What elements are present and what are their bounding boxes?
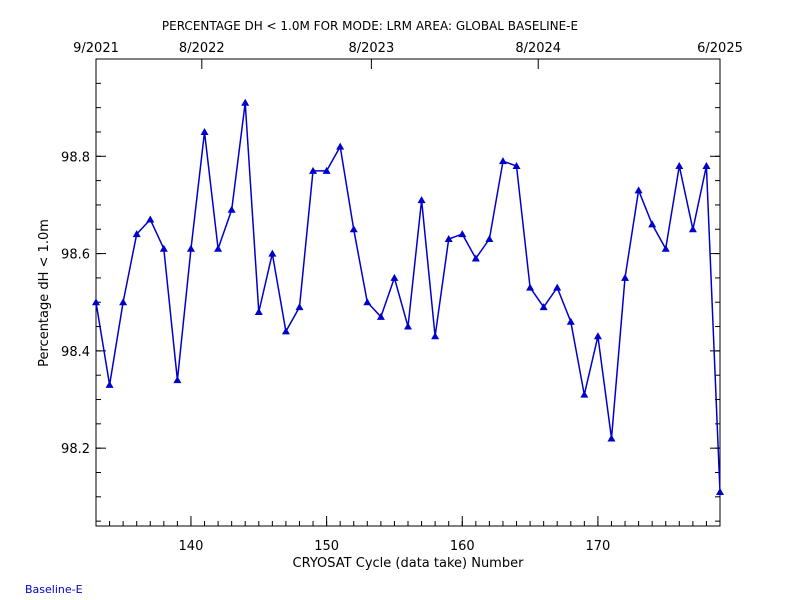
data-point (146, 215, 155, 223)
top-axis-label: 8/2023 (348, 41, 394, 56)
data-point (458, 230, 467, 238)
x-tick-label: 140 (179, 539, 204, 554)
data-point (119, 298, 128, 306)
data-point (648, 220, 657, 228)
data-point (688, 225, 697, 233)
data-point (159, 244, 168, 252)
data-point (566, 317, 575, 325)
data-point (363, 298, 372, 306)
data-point (376, 312, 385, 320)
top-axis-label: 8/2024 (515, 41, 561, 56)
data-point (390, 273, 399, 281)
y-tick-label: 98.8 (61, 150, 90, 165)
data-point (702, 162, 711, 170)
x-axis-label: CRYOSAT Cycle (data take) Number (293, 556, 525, 571)
data-point (553, 283, 562, 291)
x-tick-label: 170 (585, 539, 610, 554)
series-line (92, 98, 724, 495)
x-tick-label: 150 (314, 539, 339, 554)
data-point (431, 332, 440, 340)
data-point (716, 487, 724, 495)
data-point (593, 332, 602, 340)
data-point (186, 244, 195, 252)
data-point (404, 322, 412, 330)
axes: 140 150 160 170 9/2021 8/2022 8/2023 8/2024 6/20… (61, 41, 743, 554)
data-point (200, 127, 209, 135)
top-axis-label: 8/2022 (179, 41, 225, 56)
data-point (173, 376, 182, 384)
data-point (241, 98, 250, 106)
data-point (498, 157, 507, 165)
data-point (526, 283, 535, 291)
data-point (92, 298, 100, 306)
data-point (471, 254, 480, 262)
y-axis-label: Percentage dH < 1.0m (37, 219, 52, 367)
footer-label: Baseline-E (25, 583, 83, 596)
series-path (95, 102, 721, 492)
data-point (512, 162, 521, 170)
data-point (661, 244, 670, 252)
data-point (621, 273, 630, 281)
data-point (322, 166, 331, 174)
data-point (634, 186, 643, 194)
data-point (349, 225, 358, 233)
x-tick-label: 160 (450, 539, 475, 554)
data-point (444, 234, 453, 242)
data-point (254, 307, 263, 315)
data-point (336, 142, 345, 150)
y-tick-label: 98.4 (61, 345, 90, 360)
data-point (268, 249, 277, 257)
data-point (105, 380, 114, 388)
top-axis-label: 6/2025 (697, 41, 743, 56)
data-point (214, 244, 223, 252)
data-point (485, 234, 494, 242)
data-point (417, 196, 426, 204)
data-point (675, 162, 684, 170)
data-point (227, 205, 236, 213)
data-point (539, 303, 548, 311)
data-point (281, 327, 290, 335)
data-point (309, 166, 318, 174)
data-point (607, 434, 616, 442)
data-point (132, 230, 141, 238)
top-axis-label: 9/2021 (73, 41, 119, 56)
data-point (295, 303, 304, 311)
data-point (580, 390, 589, 398)
chart-title: PERCENTAGE DH < 1.0M FOR MODE: LRM AREA:… (162, 19, 578, 33)
y-tick-label: 98.2 (61, 442, 90, 457)
y-tick-label: 98.6 (61, 248, 90, 263)
plot-frame (95, 58, 721, 527)
